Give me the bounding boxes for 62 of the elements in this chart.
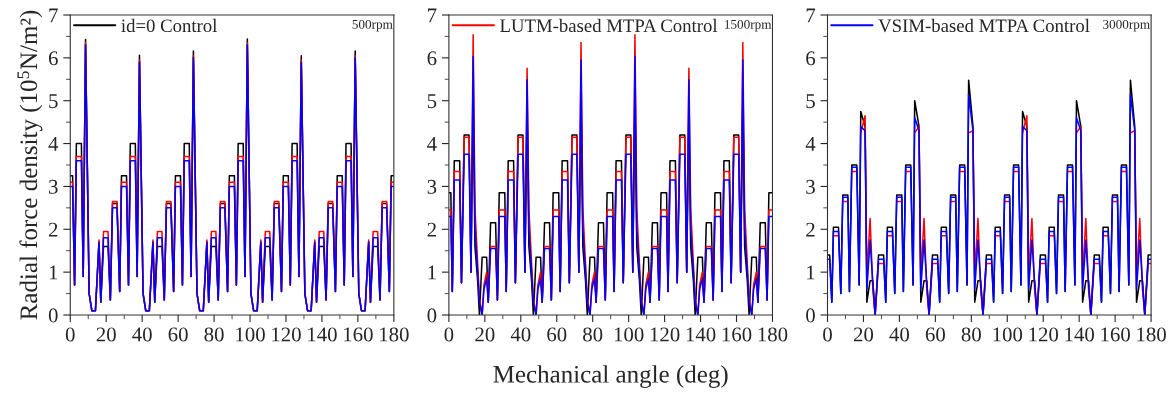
x-tick-label: 180	[758, 327, 788, 342]
y-tick-label: 1	[428, 265, 436, 280]
y-tick-label: 1	[807, 265, 815, 280]
y-tick-label: 6	[806, 51, 816, 66]
y-axis-title: Radial force density (10$^{5}$N/m²)	[17, 10, 43, 320]
annotation: 3000rpm	[1103, 19, 1150, 32]
y-tick-label: 5	[427, 94, 437, 109]
x-tick-label: 160	[722, 327, 752, 342]
y-tick-label: 0	[48, 308, 58, 323]
annotation: 1500rpm	[725, 19, 772, 32]
y-tick-label: 2	[806, 222, 815, 237]
x-tick-label: 120	[650, 327, 680, 342]
y-tick-label: 0	[806, 308, 815, 323]
y-tick-label: 4	[427, 137, 437, 151]
x-tick-label: 80	[204, 327, 224, 342]
x-tick-label: 120	[1029, 327, 1059, 342]
y-tick-label: 7	[49, 8, 58, 23]
x-tick-label: 100	[614, 327, 644, 342]
x-tick-label: 60	[925, 327, 945, 342]
x-tick-label: 80	[583, 327, 603, 342]
x-tick-label: 0	[65, 327, 75, 342]
x-tick-label: 60	[547, 327, 567, 342]
x-tick-label: 180	[1137, 327, 1166, 342]
y-tick-label: 6	[48, 51, 58, 66]
x-tick-label: 160	[344, 327, 373, 342]
y-tick-label: 3	[806, 179, 815, 194]
legend-label: VSIM-based MTPA Control	[878, 18, 1090, 33]
x-tick-label: 20	[475, 327, 495, 342]
y-tick-label: 7	[428, 8, 437, 23]
y-tick-label: 2	[48, 222, 58, 237]
x-tick-label: 20	[96, 327, 116, 342]
y-tick-label: 4	[48, 137, 59, 151]
x-axis-title: Mechanical angle (deg)	[493, 365, 728, 388]
x-tick-label: 40	[889, 327, 910, 342]
x-tick-label: 100	[993, 327, 1023, 342]
x-tick-label: 100	[236, 327, 265, 342]
y-tick-label: 2	[427, 222, 436, 237]
x-tick-label: 140	[686, 327, 716, 342]
x-tick-label: 60	[168, 327, 188, 342]
y-tick-label: 3	[49, 179, 58, 194]
y-tick-label: 5	[49, 94, 58, 109]
legend-label: id=0 Control	[121, 18, 218, 33]
y-tick-label: 0	[427, 308, 437, 323]
x-tick-label: 40	[510, 327, 531, 342]
x-tick-label: 20	[853, 327, 874, 342]
x-tick-label: 120	[272, 327, 301, 342]
y-tick-label: 7	[806, 8, 816, 23]
y-tick-label: 1	[49, 265, 58, 280]
x-tick-label: 160	[1101, 327, 1130, 342]
legend-label: LUTM-based MTPA Control	[500, 18, 718, 33]
y-tick-label: 4	[805, 137, 816, 151]
x-tick-label: 180	[380, 327, 409, 342]
x-tick-label: 0	[823, 327, 832, 342]
annotation: 500rpm	[352, 19, 393, 32]
y-tick-label: 6	[427, 51, 437, 66]
x-tick-label: 0	[444, 327, 454, 342]
x-tick-label: 40	[132, 327, 152, 342]
x-tick-label: 80	[961, 327, 981, 342]
y-tick-label: 5	[806, 94, 815, 109]
y-tick-label: 3	[427, 179, 437, 194]
x-tick-label: 140	[1065, 327, 1095, 342]
x-tick-label: 140	[308, 327, 337, 342]
